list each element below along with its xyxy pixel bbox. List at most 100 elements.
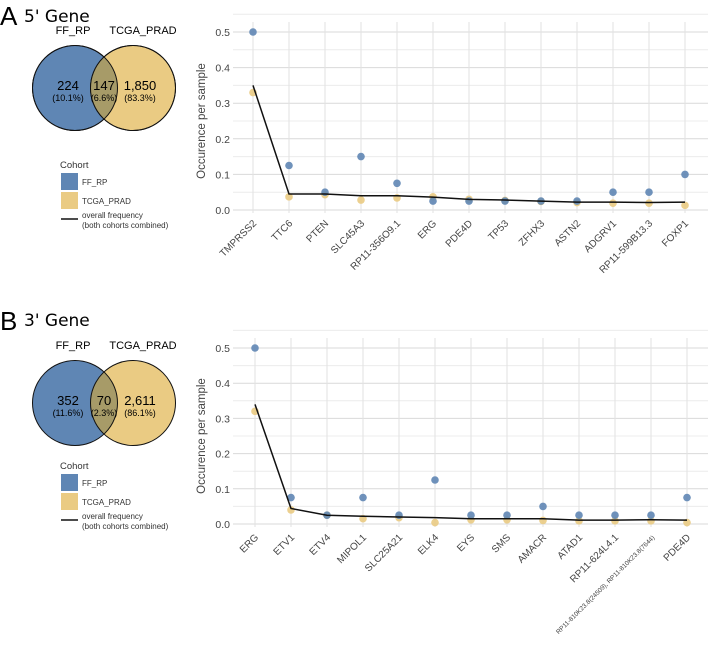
venn-mid-pct: (6.6%): [91, 93, 118, 103]
x-tick-label: ZFHX3: [517, 218, 547, 248]
point-ff-rp: [575, 511, 583, 519]
point-tcga-prad: [285, 193, 293, 201]
point-ff-rp: [501, 197, 509, 205]
y-axis-label: Occurence per sample: [196, 378, 208, 494]
point-ff-rp: [539, 502, 547, 511]
legend-line-sublabel: (both cohorts combined): [82, 221, 169, 230]
x-tick-label: PTEN: [304, 218, 331, 245]
y-tick-label: 0.4: [215, 378, 230, 390]
venn-left-label: FF_RP: [56, 340, 91, 352]
x-tick-label: ERG: [238, 532, 261, 555]
point-ff-rp: [647, 511, 655, 519]
venn-left-count: 224: [57, 78, 79, 93]
point-ff-rp: [503, 511, 511, 519]
point-ff-rp: [609, 188, 617, 196]
point-ff-rp: [357, 152, 365, 161]
panel-letter: B: [0, 306, 17, 336]
point-tcga-prad: [287, 506, 295, 514]
x-tick-label: TMPRSS2: [218, 218, 259, 259]
legend-line-sublabel: (both cohorts combined): [82, 522, 169, 531]
x-tick-label: TTC6: [270, 218, 296, 244]
x-tick-label: PDE4D: [444, 218, 475, 249]
y-tick-label: 0.0: [215, 519, 230, 531]
panel-a: A 5' Gene FF_RP TCGA_PRAD 224 (10.1%) 14…: [0, 1, 177, 230]
y-tick-label: 0.4: [215, 63, 230, 75]
point-ff-rp: [395, 511, 403, 519]
y-tick-label: 0.5: [215, 27, 230, 39]
panel-b: B 3' Gene FF_RP TCGA_PRAD 352 (11.6%) 70…: [0, 306, 177, 531]
panel-title: 3' Gene: [24, 311, 90, 331]
venn-right-label: TCGA_PRAD: [109, 340, 176, 352]
legend-label-ff-rp: FF_RP: [82, 178, 107, 187]
x-tick-label: SLC25A21: [363, 532, 405, 574]
legend-line-label: overall frequency: [82, 211, 143, 220]
point-ff-rp: [249, 28, 257, 36]
venn-mid-count: 147: [93, 78, 115, 93]
y-tick-label: 0.0: [215, 205, 230, 217]
panel-letter: A: [0, 1, 18, 31]
x-tick-label: ELK4: [416, 532, 441, 557]
overall-frequency-line: [252, 85, 686, 204]
point-ff-rp: [285, 161, 293, 170]
venn-mid-pct: (2.3%): [91, 408, 118, 418]
point-ff-rp: [359, 493, 367, 502]
point-tcga-prad: [647, 517, 655, 525]
point-tcga-prad: [357, 196, 365, 204]
point-ff-rp: [251, 344, 259, 352]
x-tick-label: ATAD1: [556, 532, 586, 562]
point-tcga-prad: [681, 201, 689, 210]
overall-frequency-line: [254, 404, 688, 521]
x-tick-label: ADGRV1: [582, 218, 619, 255]
point-ff-rp: [431, 476, 439, 484]
venn-right-pct: (86.1%): [124, 408, 156, 418]
legend-label-tcga-prad: TCGA_PRAD: [82, 498, 131, 507]
legend-title: Cohort: [60, 160, 89, 171]
legend: Cohort FF_RP TCGA_PRAD overall frequency…: [60, 461, 169, 531]
point-ff-rp: [683, 493, 691, 502]
panel-title: 5' Gene: [24, 7, 90, 27]
x-tick-label: ASTN2: [553, 218, 584, 249]
venn-diagram: FF_RP TCGA_PRAD 224 (10.1%) 147 (6.6%) 1…: [32, 25, 177, 131]
legend-title: Cohort: [60, 461, 89, 472]
point-ff-rp: [393, 179, 401, 188]
venn-left-label: FF_RP: [56, 25, 91, 37]
point-ff-rp: [681, 170, 689, 179]
venn-left-count: 352: [57, 393, 79, 408]
x-tick-label: ETV4: [308, 532, 334, 558]
venn-mid-count: 70: [97, 393, 111, 408]
x-tick-label: TP53: [486, 218, 511, 243]
legend-swatch-ff-rp: [61, 173, 78, 190]
x-tick-label: AMACR: [516, 532, 549, 565]
x-tick-label: PDE4D: [662, 532, 693, 563]
y-tick-label: 0.1: [215, 484, 230, 496]
venn-right-pct: (83.3%): [124, 93, 156, 103]
point-ff-rp: [467, 511, 475, 519]
point-tcga-prad: [539, 516, 547, 525]
legend-label-tcga-prad: TCGA_PRAD: [82, 197, 131, 206]
x-tick-label: EYS: [455, 532, 477, 554]
legend-label-ff-rp: FF_RP: [82, 479, 107, 488]
y-axis-label: Occurence per sample: [196, 63, 208, 179]
y-tick-label: 0.3: [215, 98, 230, 110]
point-ff-rp: [287, 493, 295, 502]
venn-diagram: FF_RP TCGA_PRAD 352 (11.6%) 70 (2.3%) 2,…: [32, 340, 177, 446]
y-tick-label: 0.3: [215, 413, 230, 425]
y-tick-label: 0.1: [215, 169, 230, 181]
y-tick-label: 0.5: [215, 343, 230, 355]
plot-3prime: 0.0 0.1 0.2 0.3 0.4 0.5 ERG ETV1 ETV4 MIPOL1SLC25…: [196, 329, 708, 636]
x-tick-label: FOXP1: [660, 218, 691, 249]
legend-swatch-tcga-prad: [61, 493, 78, 510]
y-tick-label: 0.2: [215, 449, 230, 461]
venn-left-pct: (10.1%): [52, 93, 84, 103]
x-tick-label: ETV1: [272, 532, 298, 558]
x-tick-label: SMS: [490, 532, 513, 555]
x-tick-label: ERG: [416, 218, 439, 241]
point-ff-rp: [429, 197, 437, 205]
legend: Cohort FF_RP TCGA_PRAD overall frequency…: [60, 160, 169, 230]
venn-left-pct: (11.6%): [53, 408, 84, 418]
venn-right-label: TCGA_PRAD: [109, 25, 176, 37]
point-ff-rp: [573, 197, 581, 205]
